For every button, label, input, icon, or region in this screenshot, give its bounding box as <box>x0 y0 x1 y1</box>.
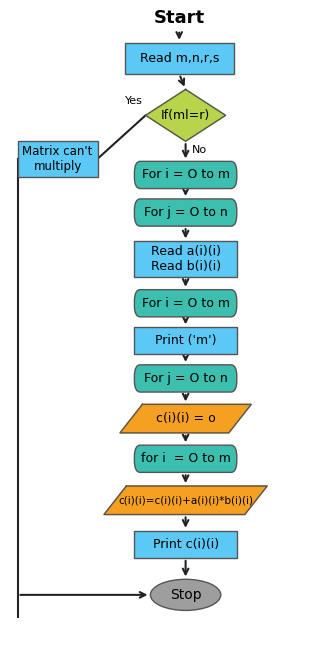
FancyBboxPatch shape <box>134 531 237 558</box>
Text: for i  = O to m: for i = O to m <box>141 452 230 465</box>
FancyBboxPatch shape <box>18 141 98 176</box>
Text: For i = O to m: For i = O to m <box>141 168 230 181</box>
Text: Matrix can't
multiply: Matrix can't multiply <box>22 145 93 173</box>
Text: For j = O to n: For j = O to n <box>144 372 228 385</box>
Text: Yes: Yes <box>124 96 142 106</box>
Text: If(ml=r): If(ml=r) <box>161 109 210 122</box>
Text: No: No <box>192 145 207 154</box>
Polygon shape <box>120 404 251 433</box>
Text: Read m,n,r,s: Read m,n,r,s <box>140 52 219 65</box>
Text: Print ('m'): Print ('m') <box>155 334 216 347</box>
Text: For j = O to n: For j = O to n <box>144 206 228 219</box>
Text: c(i)(i) = o: c(i)(i) = o <box>156 412 215 425</box>
FancyBboxPatch shape <box>125 43 234 74</box>
Text: Read a(i)(i)
Read b(i)(i): Read a(i)(i) Read b(i)(i) <box>150 245 221 273</box>
Text: For i = O to m: For i = O to m <box>141 297 230 310</box>
Text: c(i)(i)=c(i)(i)+a(i)(i)*b(i)(i): c(i)(i)=c(i)(i)+a(i)(i)*b(i)(i) <box>118 495 253 505</box>
Text: Start: Start <box>154 9 205 27</box>
FancyBboxPatch shape <box>134 365 237 392</box>
Ellipse shape <box>150 579 221 610</box>
FancyBboxPatch shape <box>134 241 237 277</box>
FancyBboxPatch shape <box>134 445 237 472</box>
FancyBboxPatch shape <box>134 161 237 189</box>
FancyBboxPatch shape <box>134 327 237 354</box>
FancyBboxPatch shape <box>134 290 237 317</box>
Text: Print c(i)(i): Print c(i)(i) <box>153 538 219 551</box>
FancyBboxPatch shape <box>134 199 237 226</box>
Polygon shape <box>146 89 226 141</box>
Text: Stop: Stop <box>170 588 201 602</box>
Polygon shape <box>104 486 267 515</box>
